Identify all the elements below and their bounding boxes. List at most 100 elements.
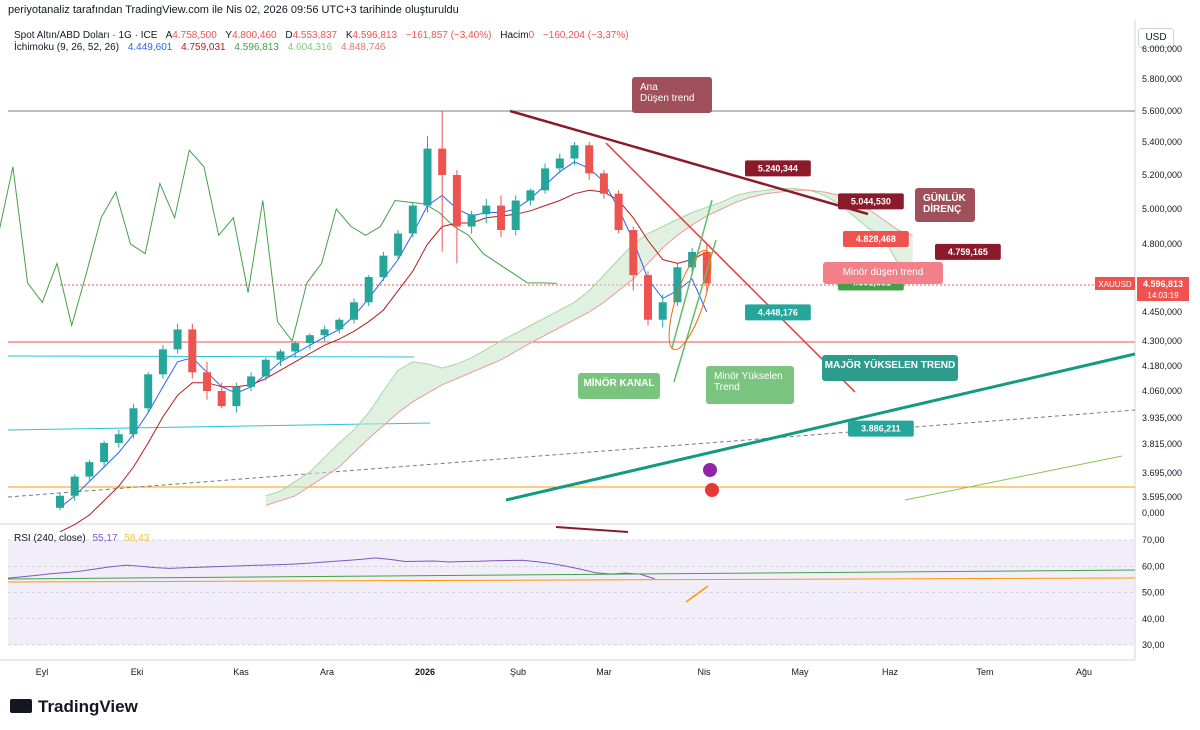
ichimoku-span-b — [265, 189, 913, 506]
time-tick-label: Tem — [976, 667, 993, 677]
candle-body — [320, 329, 329, 336]
candle-body — [644, 275, 652, 320]
time-tick-label: Şub — [510, 667, 526, 677]
annotation-label: Trend — [714, 382, 740, 393]
price-tag-label: 3.886,211 — [861, 424, 901, 434]
annotation-label: GÜNLÜK — [923, 191, 967, 204]
price-tick-label: 3.935,000 — [1142, 413, 1182, 423]
ichimoku-label[interactable]: İchimoku (9, 26, 52, 26) — [14, 42, 120, 53]
flag-icon — [705, 483, 719, 497]
symbol-title[interactable]: Spot Altın/ABD Doları · 1G · ICE — [14, 30, 158, 41]
annotation-label: Minör düşen trend — [843, 267, 924, 278]
rsi-tick-label: 70,00 — [1142, 535, 1165, 545]
last-price-label: 4.596,813 — [1143, 279, 1183, 289]
candle-body — [247, 376, 256, 387]
annotation-label: Düşen trend — [640, 93, 694, 104]
time-tick-label: 2026 — [415, 667, 435, 677]
countdown-label: 14:03:19 — [1147, 291, 1179, 300]
candle-body — [70, 476, 79, 496]
price-tick-label: 3.695,000 — [1142, 468, 1182, 478]
ohlc-open: A4.758,500 — [166, 30, 217, 41]
ohlc-high-value: 4.800,460 — [232, 30, 277, 41]
price-tag-label: 4.759,165 — [948, 247, 988, 257]
ohlc-open-label: A — [165, 30, 173, 41]
candle-body — [570, 145, 579, 159]
rsi-label[interactable]: RSI (240, close) — [14, 533, 86, 544]
annotation-label: Ana — [640, 82, 658, 93]
ohlc-high: Y4.800,460 — [225, 30, 276, 41]
ohlc-open-value: 4.758,500 — [172, 30, 217, 41]
time-tick-label: Kas — [233, 667, 249, 677]
candle-body — [585, 145, 594, 174]
minor-downtrend-line — [605, 142, 856, 393]
candle-body — [85, 462, 94, 477]
candle-body — [350, 302, 358, 320]
event-icon — [703, 463, 717, 477]
candle-body — [688, 251, 697, 268]
price-tick-label: 5.200,000 — [1142, 170, 1182, 180]
rsi-tick-label: 60,00 — [1142, 561, 1165, 571]
candle-body — [555, 158, 564, 169]
dashed-trend-line — [7, 409, 1136, 498]
candle-body — [408, 205, 417, 234]
ohlc-close-label: K — [345, 30, 353, 41]
rsi-tick-label: 40,00 — [1142, 614, 1165, 624]
annotation-callout — [706, 366, 794, 404]
time-tick-label: May — [791, 667, 809, 677]
last-price-tag — [1137, 277, 1189, 301]
rsi-tick-label: 50,00 — [1142, 588, 1165, 598]
ohlc-low-label: D — [285, 30, 293, 41]
minor-channel-upper — [671, 199, 713, 349]
candle-body — [276, 351, 285, 360]
currency-button[interactable]: USD — [1138, 28, 1174, 48]
time-tick-label: Ara — [320, 667, 334, 677]
candle-body — [658, 302, 667, 320]
price-tick-label: 3.815,000 — [1142, 439, 1182, 449]
tradingview-logo[interactable]: TradingView — [10, 697, 138, 717]
price-tag — [843, 231, 909, 248]
candle-body — [261, 359, 270, 377]
ohlc-low-value: 4.553,837 — [292, 30, 338, 41]
symbol-legend: Spot Altın/ABD Doları · 1G · ICE A4.758,… — [14, 30, 635, 41]
time-tick-label: Mar — [596, 667, 612, 677]
price-tag-label: 5.044,530 — [851, 196, 891, 206]
candle-body — [364, 277, 373, 303]
candle-body — [158, 349, 167, 375]
candle-body — [614, 193, 623, 230]
candle-body — [438, 148, 447, 175]
candle-body — [114, 434, 123, 443]
ichimoku-value: 4.759,031 — [181, 42, 226, 53]
price-tick-label: 4.180,000 — [1142, 361, 1182, 371]
candle-body — [526, 190, 535, 201]
annotation-label: MİNÖR KANAL — [583, 376, 654, 389]
annotation-callout — [578, 373, 660, 399]
price-tag — [838, 193, 904, 210]
price-tag — [848, 420, 914, 437]
tradingview-logo-icon — [10, 699, 32, 713]
annotation-label: MAJÖR YÜKSELEN TREND — [825, 358, 955, 371]
rsi-trend-line — [685, 585, 709, 603]
time-tick-label: Haz — [882, 667, 899, 677]
support-line — [7, 355, 415, 358]
price-tick-label: 5.600,000 — [1142, 106, 1182, 116]
price-tick-label: 5.400,000 — [1142, 137, 1182, 147]
ichimoku-value: 4.449,601 — [127, 42, 173, 53]
candle-body — [379, 255, 388, 278]
price-tick-label: 3.595,000 — [1142, 492, 1182, 502]
candle-body — [129, 408, 138, 435]
price-tick-label: 6.000,000 — [1142, 44, 1182, 54]
annotation-callout — [823, 262, 943, 284]
price-tick-label: 4.800,000 — [1142, 239, 1182, 249]
rsi-ma-value: 58,43 — [124, 533, 150, 544]
candle-body — [335, 319, 344, 330]
price-tick-label: 0,000 — [1142, 508, 1165, 518]
ohlc-close: K4.596,813 — [346, 30, 397, 41]
candle-body — [56, 495, 64, 508]
price-tick-label: 4.450,000 — [1142, 307, 1182, 317]
candle-body — [305, 335, 314, 344]
annotation-label: Minör Yükselen — [714, 371, 783, 382]
candle-body — [629, 230, 638, 276]
candle-body — [217, 391, 226, 407]
price-tag-label: 4.828,468 — [856, 234, 896, 244]
